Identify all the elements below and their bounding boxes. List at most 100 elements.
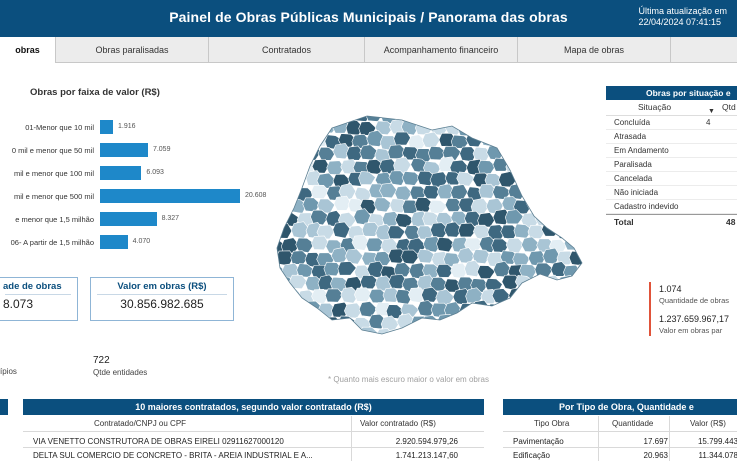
municipality-region[interactable]	[337, 261, 357, 276]
municipality-region[interactable]	[302, 120, 322, 137]
municipality-region[interactable]	[415, 329, 434, 344]
tab-obras[interactable]: obras	[0, 37, 56, 63]
municipality-region[interactable]	[380, 341, 397, 348]
municipality-region[interactable]	[492, 312, 512, 328]
tipo-1[interactable]: Pavimentação	[513, 437, 564, 446]
municipality-region[interactable]	[534, 289, 554, 304]
situacao-row[interactable]: Atrasada	[606, 130, 737, 144]
municipality-region[interactable]	[281, 184, 299, 200]
municipality-region[interactable]	[436, 236, 455, 253]
municipality-region[interactable]	[411, 342, 429, 348]
municipality-region[interactable]	[323, 261, 342, 277]
municipality-region[interactable]	[543, 171, 563, 187]
municipality-region[interactable]	[556, 173, 574, 188]
municipality-region[interactable]	[561, 182, 581, 200]
municipality-region[interactable]	[508, 312, 527, 330]
municipality-region[interactable]	[568, 250, 586, 266]
municipality-region[interactable]	[548, 185, 567, 201]
municipality-region[interactable]	[519, 288, 538, 303]
municipality-region[interactable]	[465, 132, 484, 148]
municipality-region[interactable]	[311, 235, 329, 251]
municipality-region[interactable]	[574, 288, 592, 305]
municipality-region[interactable]	[338, 108, 358, 122]
municipality-region[interactable]	[277, 197, 296, 212]
municipality-region[interactable]	[556, 302, 575, 318]
municipality-region[interactable]	[550, 160, 569, 177]
map-regions[interactable]	[272, 108, 592, 348]
municipality-region[interactable]	[358, 171, 376, 185]
municipality-region[interactable]	[548, 108, 568, 123]
municipality-region[interactable]	[533, 108, 552, 122]
tab-obras-paralisadas[interactable]: Obras paralisadas	[56, 37, 209, 63]
municipality-region[interactable]	[332, 221, 351, 239]
municipality-region[interactable]	[477, 160, 496, 175]
col-quantidade[interactable]: Quantidade	[612, 419, 654, 428]
municipality-region[interactable]	[272, 314, 287, 331]
municipality-region[interactable]	[272, 132, 288, 148]
tab-acompanhamento-financeiro[interactable]: Acompanhamento financeiro	[365, 37, 518, 63]
value-bar[interactable]	[100, 212, 157, 226]
municipality-region[interactable]	[479, 315, 499, 332]
municipality-region[interactable]	[498, 301, 517, 319]
municipality-region[interactable]	[421, 286, 440, 303]
municipality-region[interactable]	[583, 252, 592, 266]
municipality-region[interactable]	[402, 327, 422, 343]
municipality-region[interactable]	[379, 182, 398, 199]
municipality-region[interactable]	[514, 170, 534, 186]
municipality-region[interactable]	[290, 328, 309, 343]
situacao-row[interactable]: Em Andamento	[606, 144, 737, 158]
municipality-region[interactable]	[450, 184, 469, 200]
municipality-region[interactable]	[295, 312, 314, 329]
municipality-region[interactable]	[574, 313, 592, 330]
municipality-region[interactable]	[556, 250, 575, 265]
tab-contratados[interactable]: Contratados	[209, 37, 365, 63]
municipality-region[interactable]	[297, 108, 316, 122]
municipality-region[interactable]	[316, 224, 335, 240]
municipality-region[interactable]	[541, 222, 561, 237]
municipality-region[interactable]	[464, 317, 485, 332]
municipality-region[interactable]	[555, 327, 574, 342]
municipality-region[interactable]	[578, 210, 592, 227]
municipality-region[interactable]	[487, 330, 507, 344]
municipality-region[interactable]	[550, 212, 569, 229]
municipality-region[interactable]	[543, 274, 563, 291]
contratado-name-2[interactable]: DELTA SUL COMERCIO DE CONCRETO - BRITA -…	[33, 451, 313, 460]
municipality-region[interactable]	[344, 329, 364, 344]
municipality-region[interactable]	[436, 314, 456, 329]
situacao-row[interactable]: Não iniciada	[606, 186, 737, 200]
municipality-region[interactable]	[526, 118, 546, 134]
municipality-region[interactable]	[332, 143, 351, 160]
tipo-2[interactable]: Edificação	[513, 451, 550, 460]
municipality-region[interactable]	[528, 326, 547, 343]
municipality-region[interactable]	[520, 341, 539, 348]
municipality-region[interactable]	[323, 110, 342, 124]
municipality-region[interactable]	[478, 183, 497, 199]
municipality-region[interactable]	[494, 108, 512, 121]
contratado-name-1[interactable]: VIA VENETTO CONSTRUTORA DE OBRAS EIRELI …	[33, 437, 284, 446]
municipality-region[interactable]	[540, 299, 559, 316]
municipality-region[interactable]	[417, 248, 436, 264]
municipality-region[interactable]	[281, 133, 301, 148]
municipality-region[interactable]	[296, 342, 314, 348]
municipality-region[interactable]	[283, 108, 301, 122]
situacao-row[interactable]: Cancelada	[606, 172, 737, 186]
municipality-region[interactable]	[478, 108, 498, 120]
municipality-region[interactable]	[534, 315, 553, 333]
municipality-region[interactable]	[464, 260, 482, 277]
municipality-region[interactable]	[562, 109, 582, 125]
municipality-region[interactable]	[585, 326, 592, 342]
municipality-region[interactable]	[436, 108, 456, 125]
municipality-region[interactable]	[543, 328, 562, 343]
municipality-region[interactable]	[492, 208, 511, 225]
municipality-region[interactable]	[590, 264, 592, 278]
parana-map[interactable]	[272, 108, 592, 348]
municipality-region[interactable]	[575, 263, 592, 280]
municipality-region[interactable]	[285, 343, 302, 348]
municipality-region[interactable]	[472, 249, 491, 264]
municipality-region[interactable]	[575, 238, 592, 254]
value-bar[interactable]	[100, 143, 148, 157]
municipality-region[interactable]	[302, 327, 321, 341]
municipality-region[interactable]	[272, 342, 289, 348]
municipality-region[interactable]	[521, 108, 542, 123]
municipality-region[interactable]	[359, 275, 379, 290]
